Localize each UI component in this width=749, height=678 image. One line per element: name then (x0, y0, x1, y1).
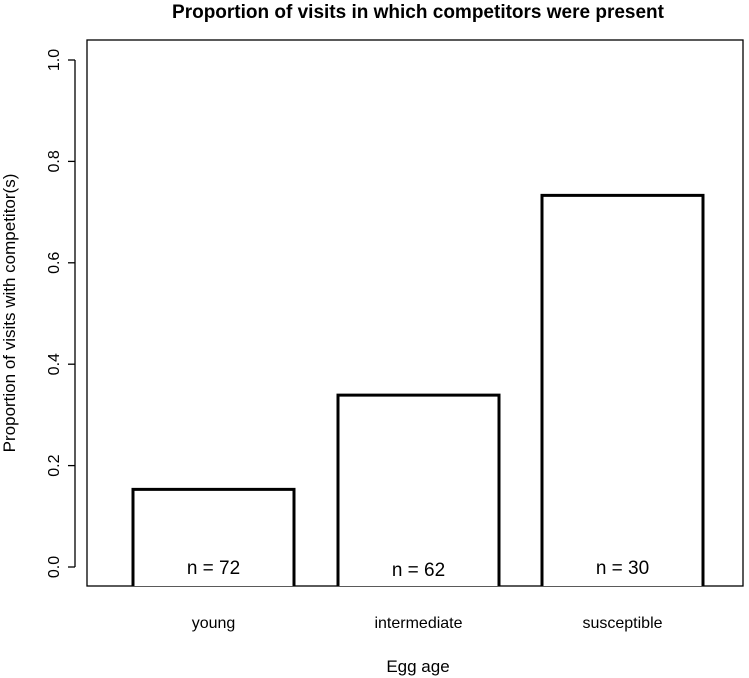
bar-intermediate (336, 393, 501, 586)
x-tick-label-intermediate: intermediate (374, 615, 462, 632)
y-tick-label: 0.4 (46, 353, 63, 375)
y-tick-label: 0.2 (46, 454, 63, 476)
x-axis-title: Egg age (386, 657, 449, 676)
y-axis: 0.0 0.2 0.4 0.6 0.8 1.0 (46, 49, 76, 578)
bar-young (131, 487, 296, 586)
chart-title: Proportion of visits in which competitor… (172, 2, 665, 23)
bar-susceptible (540, 193, 705, 586)
y-axis-title: Proportion of visits with competitor(s) (0, 174, 19, 453)
y-tick-label: 0.8 (46, 150, 63, 172)
y-tick-label: 0.6 (46, 252, 63, 274)
y-tick-label: 1.0 (46, 49, 63, 71)
x-tick-label-susceptible: susceptible (582, 615, 662, 632)
x-tick-label-young: young (192, 615, 236, 632)
n-label-susceptible: n = 30 (596, 558, 649, 579)
bars-layer: n = 72 n = 62 n = 30 (131, 193, 705, 586)
n-label-young: n = 72 (187, 558, 240, 579)
x-axis-labels: young intermediate susceptible (192, 615, 663, 632)
y-tick-label: 0.0 (46, 556, 63, 578)
n-label-intermediate: n = 62 (392, 560, 445, 581)
